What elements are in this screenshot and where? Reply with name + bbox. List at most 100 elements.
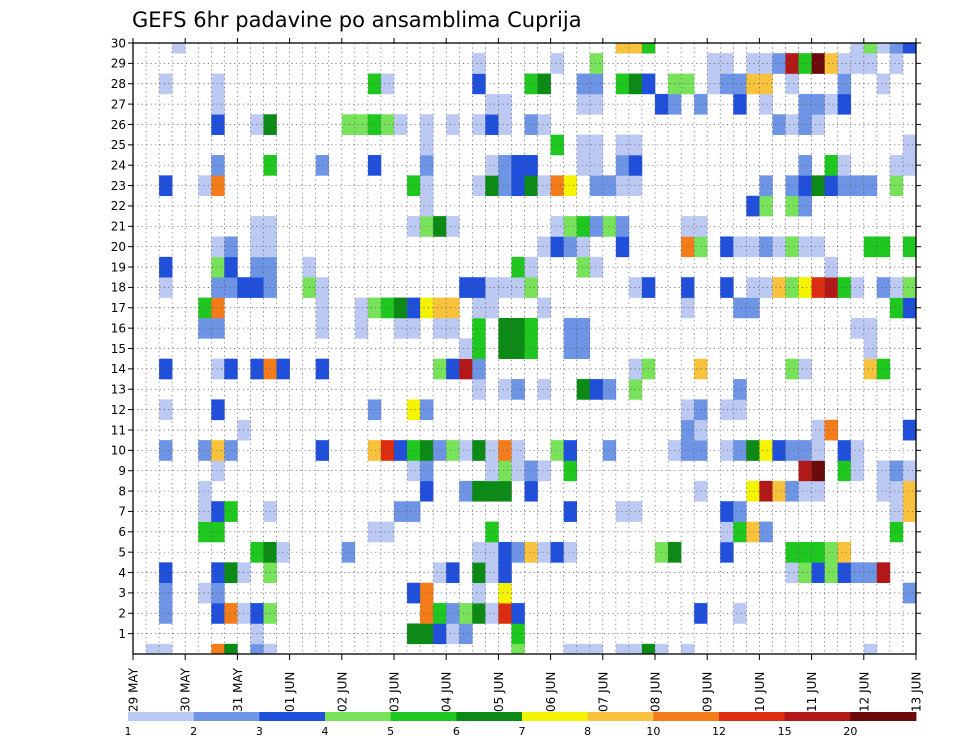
precip-cell	[211, 175, 225, 197]
precip-cell	[198, 175, 212, 197]
precip-cell	[472, 338, 486, 359]
precip-cell	[420, 216, 434, 237]
colorbar-label: 20	[843, 725, 857, 738]
precip-cell	[798, 93, 812, 115]
precip-cell	[446, 297, 460, 319]
precip-cell	[250, 643, 264, 655]
precip-cell	[902, 480, 917, 502]
precip-cell	[641, 43, 656, 54]
precip-cell	[354, 114, 369, 135]
precip-cell	[446, 562, 460, 584]
colorbar-swatch	[193, 712, 260, 721]
precip-cell	[615, 643, 630, 655]
precip-cell	[524, 460, 538, 482]
precip-cell	[733, 501, 747, 522]
colorbar-swatch	[587, 712, 654, 721]
precip-cell	[511, 460, 525, 482]
precip-cell	[759, 93, 773, 115]
precip-cell	[537, 114, 551, 135]
precip-cell	[394, 297, 408, 319]
precip-cell	[850, 317, 865, 339]
precip-cell	[811, 114, 825, 135]
y-tick-label: 26	[111, 118, 126, 132]
precip-cell	[211, 521, 225, 543]
precip-cell	[420, 297, 434, 319]
precip-cell	[563, 541, 577, 563]
precip-cell	[785, 195, 799, 217]
precip-cell	[824, 541, 838, 563]
precip-cell	[224, 603, 238, 624]
precip-cell	[446, 623, 460, 645]
precip-cell	[798, 277, 812, 298]
precip-cell	[824, 93, 838, 115]
precip-cell	[433, 603, 447, 624]
precip-cell	[224, 562, 238, 584]
precip-cell	[446, 216, 460, 237]
precip-cell	[863, 643, 878, 655]
x-tick-label: 06 JUN	[544, 672, 558, 712]
precip-cell	[733, 93, 747, 115]
precip-cell	[524, 317, 538, 339]
precip-cell	[863, 43, 878, 54]
colorbar-swatch	[456, 712, 523, 721]
y-tick-label: 5	[118, 545, 126, 559]
precip-cell	[407, 175, 421, 197]
y-tick-label: 25	[111, 138, 126, 152]
precip-cell	[498, 338, 512, 359]
y-tick-label: 12	[111, 403, 126, 417]
precip-cell	[211, 236, 225, 258]
colorbar-label: 1	[125, 725, 132, 738]
precip-cell	[511, 317, 525, 339]
precip-cell	[550, 134, 564, 156]
colorbar-label: 10	[646, 725, 660, 738]
precip-cell	[524, 541, 538, 563]
colorbar-swatch	[784, 712, 851, 721]
precip-cell	[563, 501, 577, 522]
precip-cell	[511, 541, 525, 563]
colorbar-label: 12	[712, 725, 726, 738]
precip-cell	[772, 277, 786, 298]
precip-cell	[511, 603, 525, 624]
precip-cell	[459, 480, 473, 502]
precip-cell	[824, 419, 838, 441]
precip-cell	[198, 501, 212, 522]
precip-cell	[211, 643, 225, 655]
precip-cell	[772, 114, 786, 135]
precip-cell	[902, 460, 917, 482]
precip-cell	[420, 195, 434, 217]
precip-cell	[889, 501, 904, 522]
precip-cell	[420, 582, 434, 604]
precip-cell	[876, 236, 891, 258]
precip-cell	[420, 134, 434, 156]
precip-cell	[563, 216, 577, 237]
precip-cell	[472, 358, 486, 380]
precip-cell	[472, 541, 486, 563]
precip-cell	[837, 541, 852, 563]
precip-cell	[367, 114, 382, 135]
precip-cell	[446, 603, 460, 624]
precip-cell	[902, 582, 917, 604]
precip-cell	[798, 358, 812, 380]
precip-cell	[902, 297, 917, 319]
precip-cell	[159, 582, 173, 604]
y-tick-label: 21	[111, 220, 126, 234]
precip-cell	[902, 155, 917, 176]
precip-cell	[876, 562, 891, 584]
precip-cell	[211, 114, 225, 135]
precip-cell	[876, 460, 891, 482]
precip-cell	[811, 236, 825, 258]
precip-cell	[576, 155, 591, 176]
precip-cell	[876, 480, 891, 502]
precip-cell	[263, 643, 277, 655]
precip-cell	[746, 53, 760, 74]
precip-cell	[224, 358, 238, 380]
precip-cell	[380, 440, 395, 461]
precip-cell	[524, 256, 538, 278]
y-tick-label: 18	[111, 281, 126, 295]
precip-cell	[498, 114, 512, 135]
precip-cell	[837, 53, 852, 74]
precip-cell	[472, 297, 486, 319]
precip-cell	[576, 317, 591, 339]
precip-cell	[498, 317, 512, 339]
